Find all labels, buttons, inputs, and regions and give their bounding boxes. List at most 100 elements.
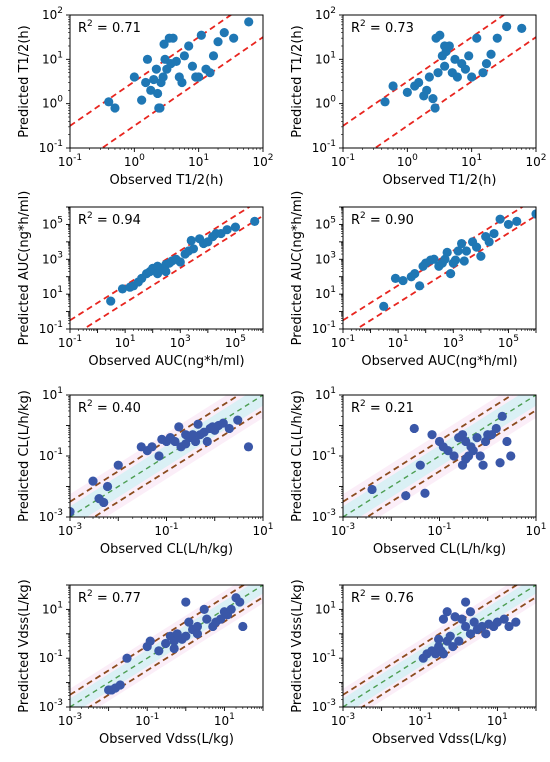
- x-tick-label: 10-3: [331, 712, 355, 728]
- data-point: [106, 296, 116, 306]
- data-point: [181, 597, 191, 607]
- reference-line-1: [343, 585, 519, 696]
- data-point: [478, 68, 488, 78]
- r-squared-annotation: R2 = 0.77: [78, 589, 141, 606]
- y-tick-label: 103: [42, 250, 63, 266]
- data-point: [398, 275, 408, 286]
- data-point: [502, 436, 512, 447]
- data-point: [117, 284, 128, 294]
- data-point: [188, 244, 199, 254]
- data-point: [213, 37, 223, 47]
- y-tick-label: 103: [315, 250, 336, 266]
- data-point: [503, 219, 514, 230]
- y-tick-label: 105: [42, 215, 63, 231]
- data-point: [422, 85, 432, 95]
- data-point: [230, 222, 241, 232]
- y-tick-label: 10-3: [312, 698, 336, 714]
- data-point: [196, 30, 206, 40]
- reference-line-2: [100, 36, 263, 148]
- data-point: [380, 97, 390, 107]
- data-point: [151, 64, 161, 74]
- data-point: [446, 269, 456, 279]
- data-point: [523, 573, 532, 582]
- x-tick-label: 10-3: [58, 522, 82, 538]
- x-axis-label: Observed T1/2(h): [110, 173, 224, 188]
- data-point: [154, 451, 164, 461]
- data-point: [152, 269, 163, 279]
- y-axis-label: Predicted T1/2(h): [290, 25, 305, 137]
- data-point: [170, 436, 180, 447]
- y-tick-label: 10-3: [39, 508, 63, 524]
- x-axis-label: Observed Vdss(L/kg): [99, 732, 234, 747]
- y-tick-label: 105: [315, 215, 336, 231]
- y-axis-label: Predicted T1/2(h): [17, 25, 32, 137]
- data-point: [137, 95, 147, 105]
- data-point: [459, 256, 469, 266]
- data-point: [481, 59, 492, 69]
- data-point: [219, 28, 229, 38]
- x-tick-label: 101: [214, 712, 235, 728]
- data-point: [88, 476, 98, 486]
- y-tick-label: 101: [42, 600, 63, 616]
- data-point: [192, 621, 203, 632]
- x-tick-label: 10-3: [331, 522, 355, 538]
- data-point: [199, 604, 209, 615]
- reference-line-2: [82, 214, 263, 329]
- data-point: [181, 631, 191, 641]
- r-squared-annotation: R2 = 0.94: [78, 211, 141, 228]
- data-point: [457, 430, 468, 440]
- data-point: [502, 21, 512, 32]
- x-tick-label: 100: [397, 153, 418, 169]
- data-point: [472, 433, 482, 443]
- y-axis-label: Predicted AUC(ng*h/ml): [17, 191, 32, 346]
- y-tick-label: 100: [315, 95, 336, 111]
- data-point: [192, 629, 203, 639]
- data-point: [154, 646, 164, 656]
- data-point: [238, 621, 248, 632]
- data-point: [429, 254, 439, 264]
- data-point: [104, 97, 114, 107]
- y-tick-label: 10-1: [312, 649, 336, 665]
- x-tick-label: 101: [252, 522, 273, 538]
- x-axis-label: Observed T1/2(h): [383, 173, 497, 188]
- data-point: [145, 636, 155, 646]
- r-squared-annotation: R2 = 0.40: [78, 399, 141, 416]
- data-point: [168, 33, 178, 43]
- data-point: [450, 255, 461, 265]
- data-point: [235, 597, 245, 607]
- data-point: [409, 423, 419, 434]
- data-point: [222, 225, 232, 235]
- data-point: [186, 235, 196, 246]
- reference-line-2: [360, 596, 536, 707]
- subplot-7: 10-310-3 10-1 10-1 101 101 Observed Vdss(L/kg…: [17, 579, 264, 747]
- x-tick-label: 10-1: [58, 334, 82, 350]
- y-tick-label: 10-1: [39, 139, 63, 155]
- y-axis-label: Predicted AUC(ng*h/ml): [290, 191, 305, 346]
- subplot-4: 10-110-1 101 101 103 103 105 105 Observed AUC(n…: [290, 191, 537, 369]
- x-tick-label: 101: [525, 522, 546, 538]
- data-point: [445, 631, 455, 641]
- data-point: [464, 51, 474, 61]
- subplot-6: 10-310-3 10-1 10-1 101 101 Observed CL(L/h/kg…: [290, 386, 547, 557]
- reference-line-1: [70, 207, 251, 322]
- data-point: [512, 216, 522, 226]
- y-tick-label: 102: [315, 6, 336, 22]
- data-point: [171, 56, 181, 66]
- data-point: [218, 418, 228, 428]
- data-point: [428, 94, 438, 104]
- x-tick-label: 102: [525, 153, 546, 169]
- y-tick-label: 10-1: [39, 320, 63, 336]
- data-point: [367, 484, 377, 495]
- data-point: [456, 238, 467, 249]
- data-point: [468, 446, 478, 456]
- r-squared-annotation: R2 = 0.90: [351, 211, 414, 228]
- data-point: [401, 491, 411, 501]
- x-tick-label: 101: [461, 153, 482, 169]
- axes-frame: [342, 584, 537, 708]
- data-point: [465, 607, 476, 617]
- y-tick-label: 10-3: [39, 698, 63, 714]
- data-point: [469, 617, 479, 627]
- data-point: [243, 442, 254, 452]
- y-axis-label: Predicted Vdss(L/kg): [290, 579, 305, 712]
- data-point: [147, 442, 157, 452]
